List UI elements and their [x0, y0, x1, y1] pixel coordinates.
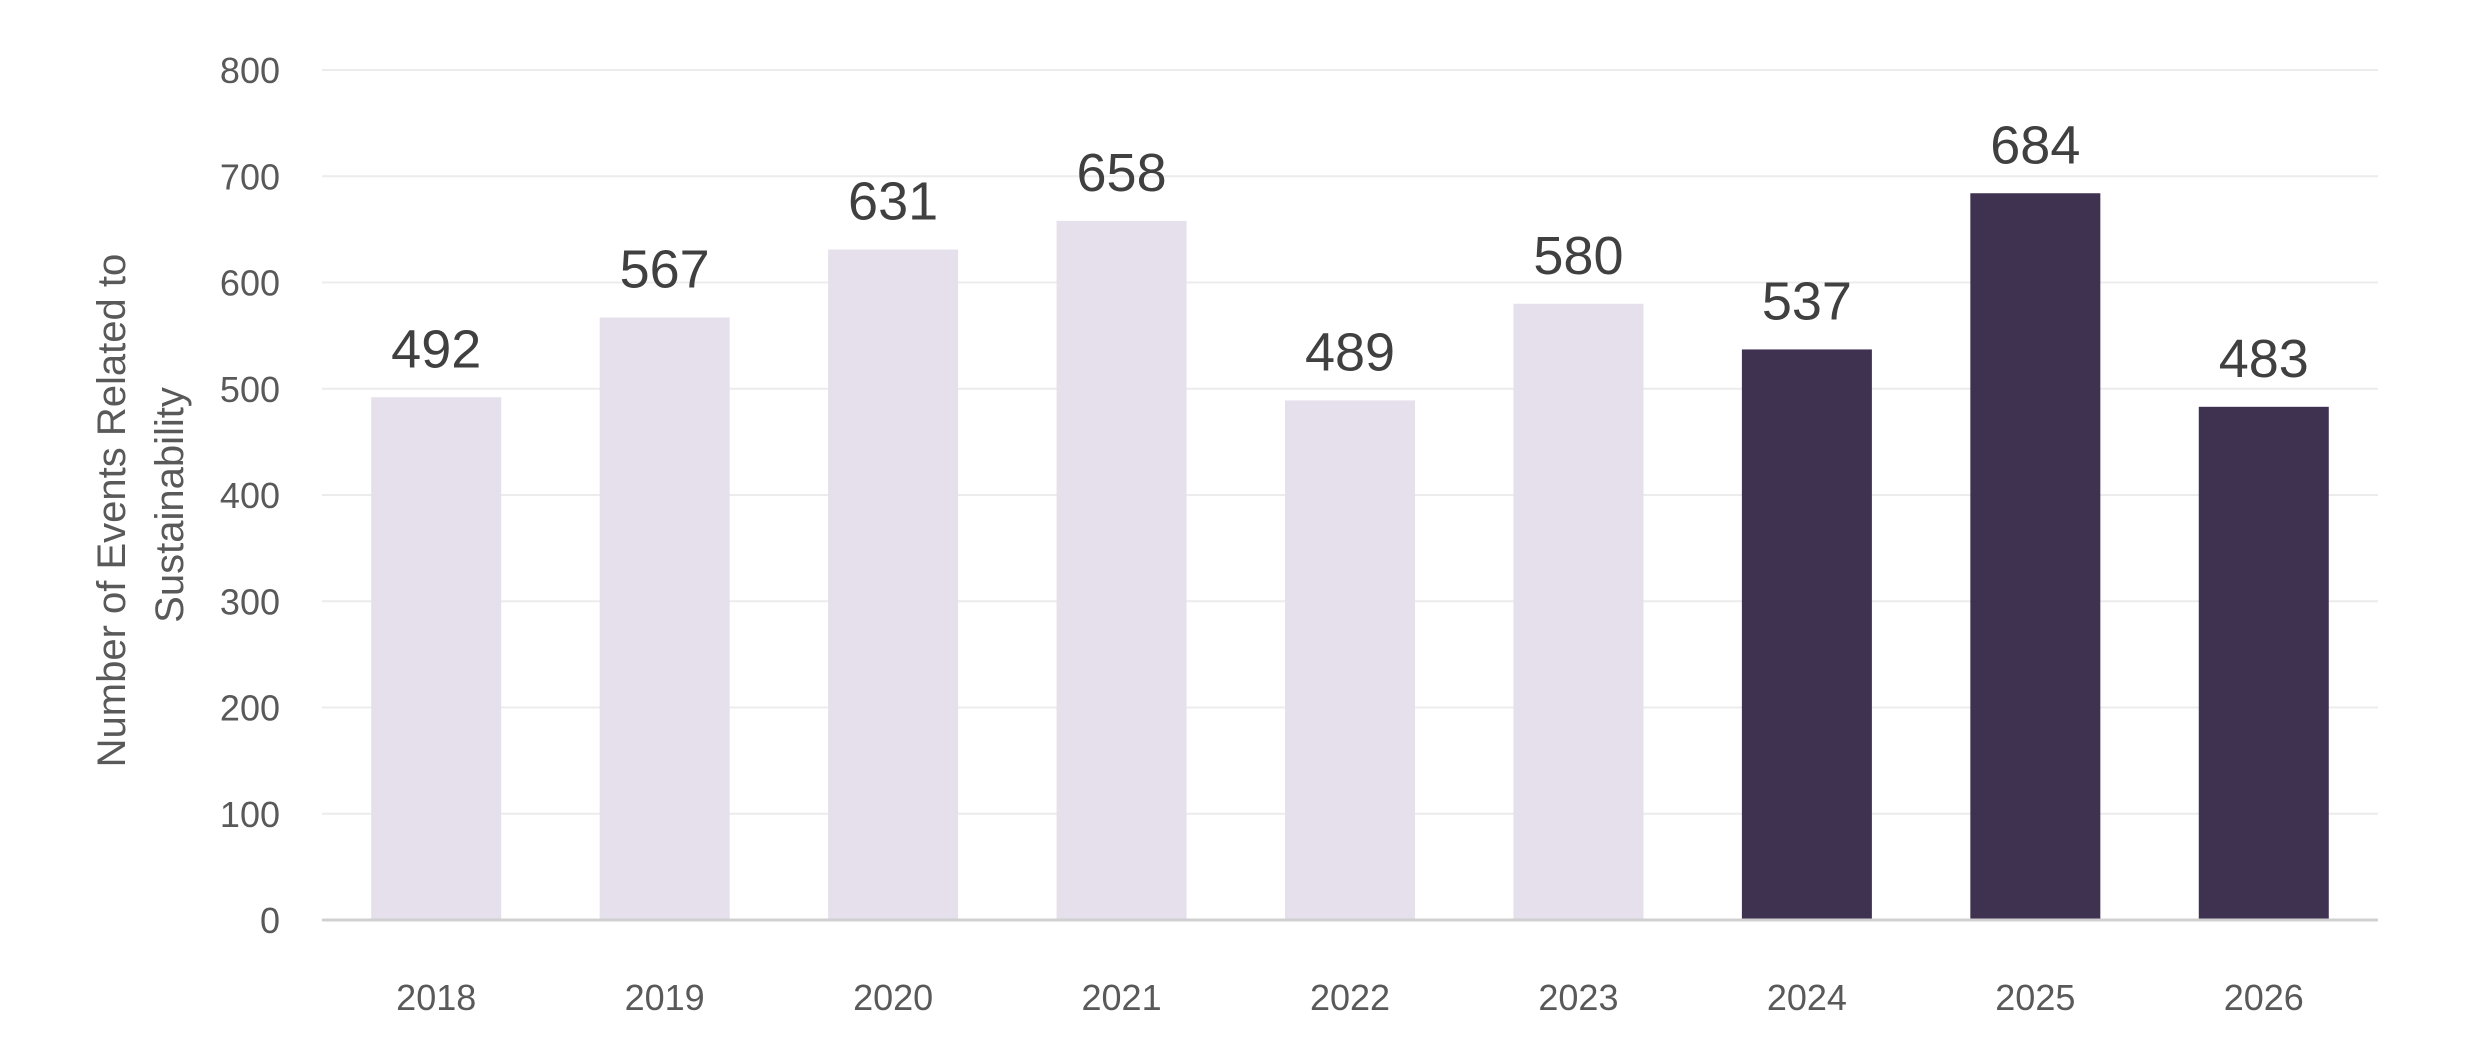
- y-tick-label: 700: [220, 156, 280, 197]
- bar-2019: [599, 317, 730, 920]
- y-tick-label: 300: [220, 581, 280, 622]
- data-label-2019: 567: [620, 240, 710, 300]
- x-tick-label-2019: 2019: [625, 977, 705, 1018]
- x-tick-label-2020: 2020: [853, 977, 933, 1018]
- x-tick-label-2023: 2023: [1538, 977, 1618, 1018]
- x-tick-label-2021: 2021: [1082, 977, 1162, 1018]
- bar-2023: [1513, 303, 1644, 920]
- data-label-2025: 684: [1990, 115, 2080, 175]
- data-label-2024: 537: [1762, 271, 1852, 331]
- x-tick-label-2024: 2024: [1767, 977, 1847, 1018]
- y-tick-label: 800: [220, 50, 280, 91]
- bar-2024: [1741, 349, 1872, 920]
- bar-2022: [1285, 400, 1415, 920]
- data-label-2023: 580: [1533, 226, 1623, 286]
- x-tick-label-2025: 2025: [1995, 977, 2075, 1018]
- data-labels: 492 567 631 658 489 580 537 684 483: [391, 115, 2309, 389]
- x-tick-label-2018: 2018: [396, 977, 476, 1018]
- data-label-2026: 483: [2219, 329, 2309, 389]
- y-tick-label: 0: [260, 900, 280, 941]
- y-axis-title-line-2: Sustainability: [148, 387, 192, 623]
- y-tick-label: 500: [220, 369, 280, 410]
- y-tick-label: 400: [220, 475, 280, 516]
- y-axis-title-line-1: Number of Events Related to: [90, 254, 134, 768]
- x-tick-label-2026: 2026: [2224, 977, 2304, 1018]
- y-tick-label: 600: [220, 263, 280, 304]
- bar-2026: [2198, 406, 2329, 920]
- x-tick-label-2022: 2022: [1310, 977, 1390, 1018]
- y-axis-ticks: 0 100 200 300 400 500 600 700 800: [220, 50, 280, 941]
- bars: [371, 193, 2329, 920]
- bar-2025: [1970, 193, 2101, 920]
- bar-2018: [371, 397, 502, 920]
- data-label-2022: 489: [1305, 322, 1395, 382]
- bar-2020: [828, 249, 959, 920]
- data-label-2021: 658: [1077, 143, 1167, 203]
- x-axis-ticks: 2018 2019 2020 2021 2022 2023 2024 2025 2026: [396, 977, 2304, 1018]
- y-tick-label: 100: [220, 794, 280, 835]
- data-label-2020: 631: [848, 172, 938, 232]
- data-label-2018: 492: [391, 319, 481, 379]
- bar-2021: [1056, 220, 1187, 920]
- y-tick-label: 200: [220, 688, 280, 729]
- y-axis-title: Number of Events Related to Sustainabili…: [90, 243, 192, 768]
